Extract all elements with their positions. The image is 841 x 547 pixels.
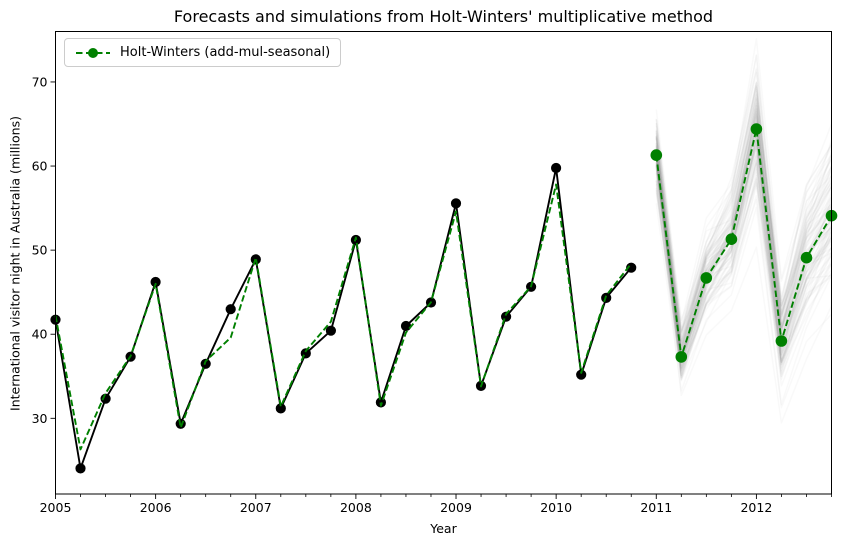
observed-point	[400, 320, 412, 332]
x-tick-label: 2009	[440, 500, 472, 515]
x-axis-minor-ticks	[80, 494, 832, 497]
y-tick-label: 40	[32, 327, 48, 342]
fitted-series	[54, 183, 632, 451]
forecast-point	[775, 335, 788, 347]
forecast-point	[725, 233, 738, 245]
forecast-point	[800, 251, 813, 264]
observed-point	[325, 325, 336, 336]
forecast-point	[750, 123, 763, 135]
observed-point	[450, 198, 462, 209]
x-axis-label: Year	[430, 521, 457, 536]
x-tick-label: 2011	[640, 500, 672, 515]
y-axis-ticks: 30 40 50 60 70	[32, 74, 56, 426]
observed-point	[576, 369, 587, 380]
forecast-series	[650, 123, 838, 363]
y-tick-label: 60	[32, 159, 48, 174]
forecast-point	[675, 351, 688, 363]
observed-point	[100, 393, 111, 404]
observed-point	[75, 463, 86, 474]
y-tick-label: 30	[32, 411, 48, 426]
x-tick-label: 2012	[740, 500, 772, 515]
y-tick-label: 70	[32, 74, 48, 89]
x-tick-label: 2008	[340, 500, 372, 515]
observed-point	[150, 276, 161, 288]
spines	[55, 31, 832, 495]
x-tick-label: 2007	[240, 500, 272, 515]
x-axis-ticks: 2005 2006 2007 2008 2009 2010 2011 2012	[40, 494, 772, 515]
legend: Holt-Winters (add-mul-seasonal)	[64, 38, 342, 67]
observed-point	[551, 162, 562, 174]
observed-point	[225, 304, 236, 315]
x-tick-label: 2006	[140, 500, 172, 515]
observed-point	[200, 358, 211, 369]
forecast-point	[700, 272, 713, 284]
x-tick-label: 2010	[540, 500, 572, 515]
chart-title: Forecasts and simulations from Holt-Wint…	[173, 7, 714, 26]
legend-item-label: Holt-Winters (add-mul-seasonal)	[120, 45, 331, 60]
x-tick-label: 2005	[40, 500, 72, 515]
legend-marker-icon	[88, 47, 98, 58]
observed-point	[626, 262, 637, 273]
legend-line-sample	[76, 47, 110, 58]
y-tick-label: 50	[32, 243, 48, 258]
forecast-point	[650, 149, 663, 161]
observed-point	[375, 397, 386, 408]
observed-point	[275, 403, 286, 414]
